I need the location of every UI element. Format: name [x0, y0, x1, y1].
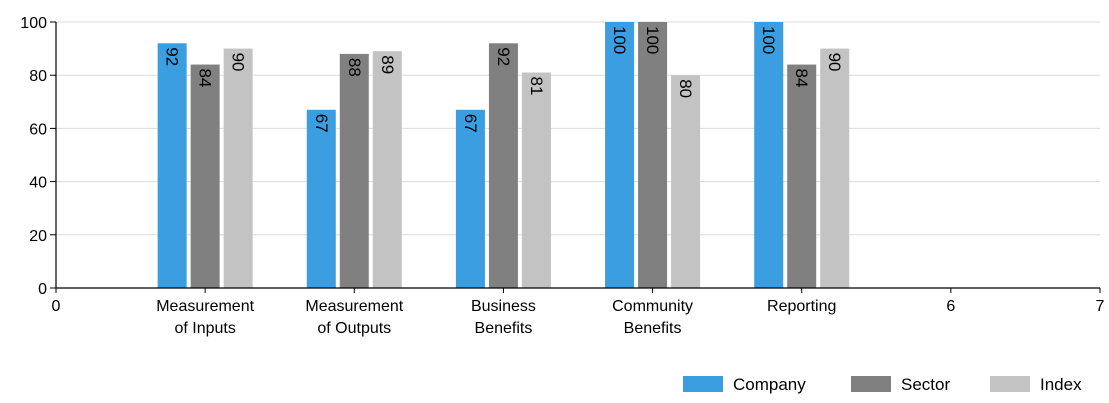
bar-index — [372, 51, 402, 289]
bar-sector — [638, 22, 668, 288]
y-tick-label: 0 — [38, 281, 47, 298]
bar-value-label: 67 — [461, 114, 480, 133]
bar-value-label: 100 — [643, 26, 662, 54]
x-axis-ticks: 0 Measurement of Inputs Measurement of Outpu… — [52, 288, 1105, 337]
bar-sector — [339, 53, 369, 288]
bar-company — [157, 43, 187, 288]
bar-company — [605, 22, 635, 288]
legend-swatch-company — [683, 376, 723, 392]
bar-index — [820, 48, 850, 288]
bar-company — [455, 109, 485, 288]
x-tick-label: 7 — [1096, 298, 1105, 315]
bar-value-label: 90 — [825, 53, 844, 72]
x-tick-label: of Outputs — [317, 320, 391, 337]
legend: Company Sector Index — [683, 375, 1082, 394]
legend-swatch-sector — [851, 376, 891, 392]
y-tick-label: 80 — [29, 68, 47, 85]
legend-swatch-index — [990, 376, 1030, 392]
bar-value-label: 80 — [676, 79, 695, 98]
bar-value-label: 88 — [345, 58, 364, 77]
y-tick-label: 40 — [29, 175, 47, 192]
x-tick-label: Measurement — [305, 298, 403, 315]
bar-value-label: 81 — [527, 77, 546, 96]
bar-sector — [190, 64, 220, 288]
legend-label-sector: Sector — [901, 375, 950, 394]
bar-value-label: 90 — [229, 53, 248, 72]
bar-index — [223, 48, 253, 288]
x-tick-label: 6 — [946, 298, 955, 315]
x-tick-label: Benefits — [475, 320, 533, 337]
bar-sector — [488, 43, 518, 288]
bar-value-label: 92 — [163, 47, 182, 66]
bar-company — [754, 22, 784, 288]
bar-sector — [787, 64, 817, 288]
x-tick-label: 0 — [52, 298, 61, 315]
y-tick-label: 60 — [29, 121, 47, 138]
bar-index — [521, 72, 551, 288]
x-tick-label: Community — [612, 298, 693, 315]
bar-index — [671, 75, 701, 288]
bar-value-label: 89 — [378, 55, 397, 74]
bar-value-label: 84 — [196, 69, 215, 88]
bar-value-label: 100 — [759, 26, 778, 54]
bar-company — [306, 109, 336, 288]
x-tick-label: Benefits — [624, 320, 682, 337]
bar-value-label: 100 — [610, 26, 629, 54]
y-tick-label: 100 — [20, 15, 47, 32]
y-tick-label: 20 — [29, 228, 47, 245]
bar-value-label: 84 — [792, 69, 811, 88]
x-tick-label: Business — [471, 298, 536, 315]
bar-value-label: 92 — [494, 47, 513, 66]
x-tick-label: Reporting — [767, 298, 836, 315]
bars: 92 84 90 67 88 89 67 92 81 100 100 80 100 84 90 — [157, 22, 850, 289]
bar-value-label: 67 — [312, 114, 331, 133]
legend-label-company: Company — [733, 375, 806, 394]
y-axis-ticks: 0 20 40 60 80 100 — [20, 15, 56, 298]
axes — [55, 22, 1100, 289]
x-tick-label: Measurement — [156, 298, 254, 315]
x-tick-label: of Inputs — [174, 320, 235, 337]
legend-label-index: Index — [1040, 375, 1082, 394]
